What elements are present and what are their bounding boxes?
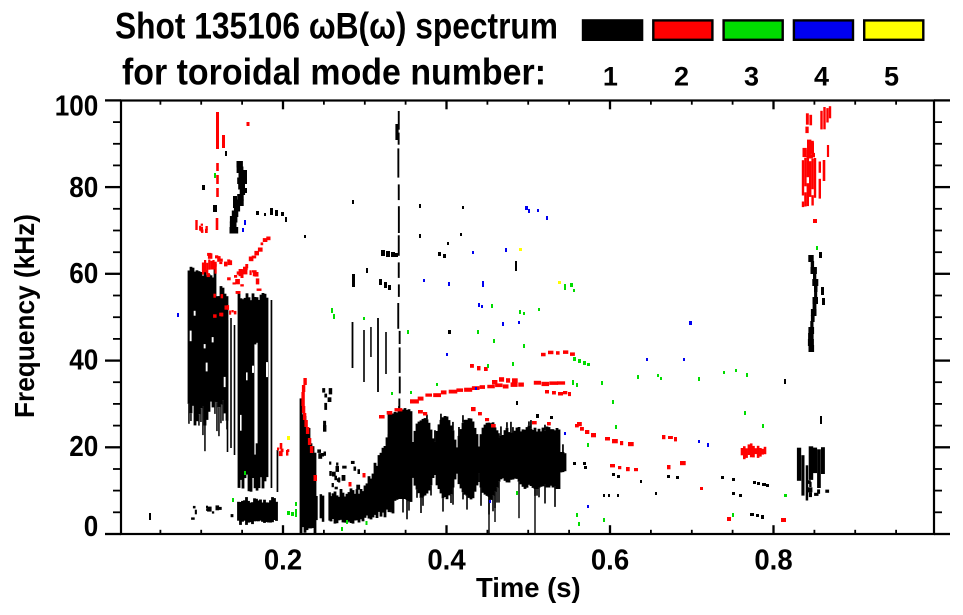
svg-text:0.8: 0.8 bbox=[754, 545, 792, 577]
svg-text:40: 40 bbox=[69, 345, 98, 377]
svg-text:0.2: 0.2 bbox=[264, 545, 302, 577]
svg-text:4: 4 bbox=[814, 62, 829, 92]
svg-text:0.4: 0.4 bbox=[427, 545, 465, 577]
svg-text:1: 1 bbox=[603, 62, 618, 92]
svg-text:Frequency (kHz): Frequency (kHz) bbox=[9, 214, 40, 418]
svg-text:3: 3 bbox=[744, 62, 759, 92]
svg-text:20: 20 bbox=[69, 431, 98, 463]
svg-text:80: 80 bbox=[69, 172, 98, 204]
svg-text:100: 100 bbox=[55, 91, 99, 123]
svg-text:Time (s): Time (s) bbox=[476, 572, 581, 603]
svg-text:60: 60 bbox=[69, 258, 98, 290]
svg-text:Shot 135106 ωB(ω) spectrum: Shot 135106 ωB(ω) spectrum bbox=[115, 5, 558, 47]
svg-text:for toroidal mode number:: for toroidal mode number: bbox=[122, 51, 546, 93]
svg-text:5: 5 bbox=[884, 62, 899, 92]
svg-text:0: 0 bbox=[84, 511, 99, 543]
svg-text:0.6: 0.6 bbox=[591, 545, 629, 577]
svg-text:2: 2 bbox=[674, 62, 689, 92]
